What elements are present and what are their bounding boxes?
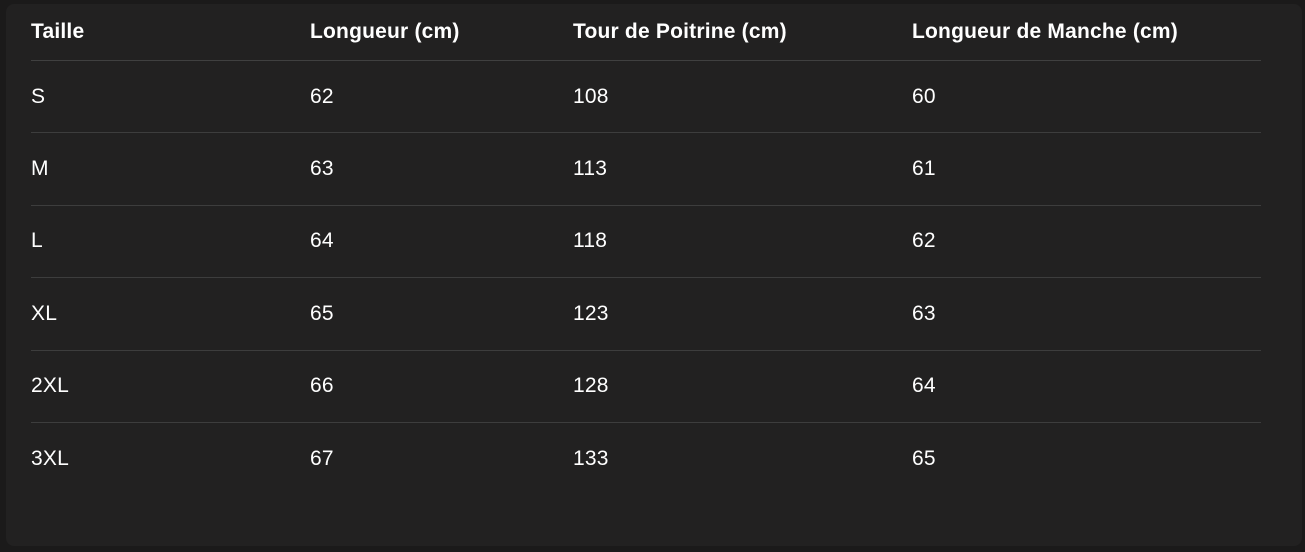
table-row: M 63 113 61 (31, 133, 1261, 206)
cell-manche: 65 (912, 446, 936, 470)
cell-poitrine: 128 (573, 374, 609, 398)
cell-manche: 63 (912, 301, 936, 325)
cell-longueur: 64 (310, 229, 334, 253)
table-row: XL 65 123 63 (31, 278, 1261, 351)
table-row: 3XL 67 133 65 (31, 422, 1261, 494)
table-header: Taille Longueur (cm) Tour de Poitrine (c… (31, 4, 1261, 61)
cell-manche: 64 (912, 374, 936, 398)
table-row: 2XL 66 128 64 (31, 350, 1261, 423)
cell-longueur: 66 (310, 374, 334, 398)
cell-manche: 62 (912, 229, 936, 253)
column-header-poitrine: Tour de Poitrine (cm) (573, 4, 912, 61)
cell-taille: L (31, 229, 43, 253)
cell-poitrine: 113 (573, 157, 608, 181)
header-row: Taille Longueur (cm) Tour de Poitrine (c… (31, 4, 1261, 61)
cell-poitrine: 108 (573, 84, 609, 108)
cell-poitrine: 123 (573, 301, 609, 325)
cell-longueur: 63 (310, 157, 334, 181)
cell-taille: 2XL (31, 374, 69, 398)
cell-manche: 60 (912, 84, 936, 108)
cell-longueur: 67 (310, 446, 334, 470)
size-chart-panel: Taille Longueur (cm) Tour de Poitrine (c… (6, 4, 1302, 546)
cell-poitrine: 133 (573, 446, 609, 470)
cell-taille: M (31, 157, 49, 181)
cell-taille: 3XL (31, 446, 69, 470)
column-header-longueur: Longueur (cm) (310, 4, 573, 61)
cell-manche: 61 (912, 157, 936, 181)
table-row: L 64 118 62 (31, 205, 1261, 278)
table-row: S 62 108 60 (31, 61, 1261, 133)
cell-longueur: 65 (310, 301, 334, 325)
column-header-taille: Taille (31, 4, 310, 61)
cell-longueur: 62 (310, 84, 334, 108)
size-chart-table: Taille Longueur (cm) Tour de Poitrine (c… (31, 4, 1261, 494)
table-body: S 62 108 60 M 63 113 61 L 64 118 62 XL 6… (31, 61, 1261, 495)
cell-taille: S (31, 84, 46, 108)
cell-taille: XL (31, 301, 58, 325)
column-header-manche: Longueur de Manche (cm) (912, 4, 1261, 61)
cell-poitrine: 118 (573, 229, 608, 253)
